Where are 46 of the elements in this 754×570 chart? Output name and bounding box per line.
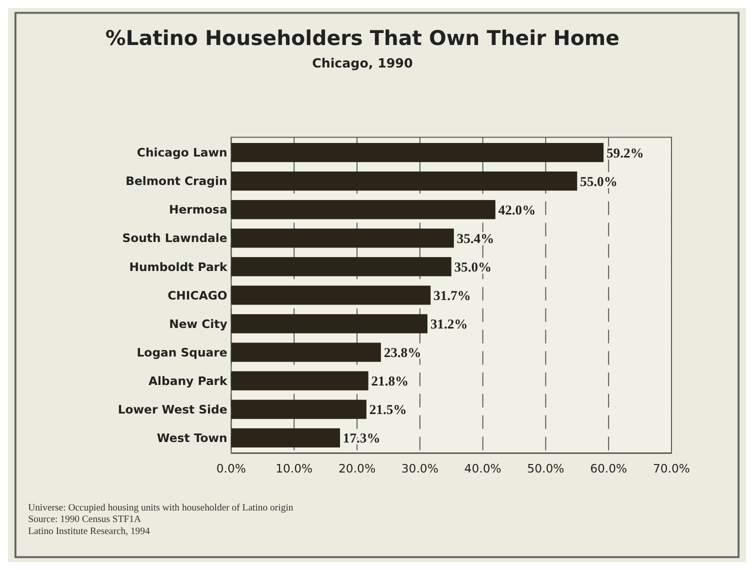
bar — [231, 314, 428, 334]
y-tick-label: Humboldt Park — [129, 260, 228, 274]
text: Universe: Occupied housing units with householder of Latino origin — [28, 502, 294, 514]
x-tick-label: 40.0% — [464, 462, 502, 476]
x-tick-label: 10.0% — [276, 462, 313, 476]
y-tick-label: Belmont Cragin — [126, 174, 228, 188]
bar — [231, 257, 452, 276]
y-tick-label: Lower West Side — [118, 402, 228, 416]
chart-subtitle: Chicago, 1990 — [312, 55, 413, 70]
data-label: 23.8% — [384, 345, 422, 360]
bar — [231, 172, 578, 191]
y-tick-label: Logan Square — [136, 345, 228, 360]
bar — [231, 228, 454, 248]
x-tick-label: 50.0% — [527, 462, 564, 476]
data-label: 21.8% — [371, 374, 409, 389]
bar — [231, 342, 381, 362]
y-tick-label: Albany Park — [148, 374, 228, 388]
bar — [231, 286, 431, 305]
data-label: 17.3% — [342, 430, 380, 446]
source-note: Source: 1990 Census STF1A — [28, 514, 142, 526]
data-label: 31.7% — [434, 288, 471, 303]
data-label: 42.0% — [498, 202, 536, 218]
data-label: 35.4% — [456, 230, 494, 246]
x-tick-label: 60.0% — [590, 462, 628, 476]
x-tick-label: 20.0% — [338, 462, 376, 476]
data-label: 21.5% — [369, 402, 407, 418]
y-tick-label: Chicago Lawn — [136, 146, 228, 160]
y-tick-label: CHICAGO — [168, 288, 228, 302]
bar — [231, 142, 604, 162]
y-tick-label: South Lawndale — [122, 231, 228, 246]
data-label: 59.2% — [606, 145, 644, 160]
bar — [231, 200, 496, 220]
y-tick-label: West Town — [156, 430, 228, 445]
x-tick-label: 30.0% — [401, 462, 438, 476]
chart-title: %Latino Householders That Own Their Home — [105, 26, 620, 50]
x-tick-label: 70.0% — [652, 462, 690, 476]
y-tick-label: Hermosa — [168, 202, 228, 217]
bar — [231, 371, 368, 390]
text: Latino Institute Research, 1994 — [28, 526, 150, 537]
bar — [231, 428, 340, 448]
data-label: 35.0% — [454, 259, 492, 274]
y-tick-label: New City — [169, 316, 228, 331]
data-label: 31.2% — [430, 316, 468, 332]
data-label: 55.0% — [580, 174, 618, 189]
x-tick-label: 0.0% — [216, 462, 246, 476]
bar — [231, 400, 366, 419]
